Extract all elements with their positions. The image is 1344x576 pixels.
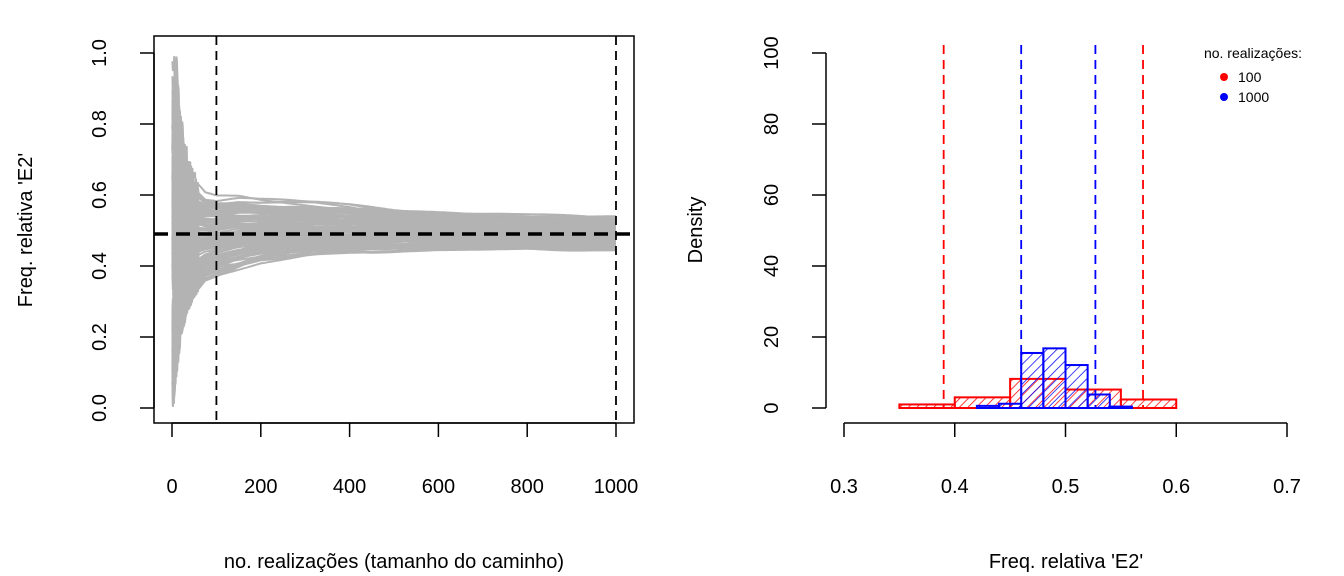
x-tick-label: 600 [422,476,455,498]
sample-path [171,241,617,367]
y-tick-label: 0.4 [89,252,111,280]
x-tick-label: 0.3 [830,476,858,498]
y-tick-label: 80 [761,113,783,135]
histogram-bar-1000 [1064,364,1089,410]
y-axis: 0.0 0.2 0.4 0.6 0.8 1.0 [89,39,155,422]
y-tick-label: 40 [761,255,783,277]
sample-path [171,89,616,225]
y-tick-label: 60 [761,184,783,206]
sample-path [171,167,617,230]
histogram-bar-1000 [1108,405,1133,409]
sample-path [171,132,617,227]
y-tick-label: 0 [761,402,783,413]
right-plot: 0.3 0.4 0.5 0.6 0.7 0 20 40 60 80 100 Freq. relat… [685,36,1302,573]
x-axis-title: Freq. relativa 'E2' [989,551,1143,573]
x-axis-title: no. realizações (tamanho do caminho) [224,551,564,573]
y-tick-label: 20 [761,326,783,348]
sample-path [171,118,617,226]
sample-path [171,243,617,357]
x-tick-label: 200 [244,476,277,498]
histogram-bar-1000 [1086,393,1111,410]
x-tick-label: 1000 [594,476,639,498]
sample-path [171,238,616,353]
vertical-markers [215,36,617,423]
x-axis: 0 200 400 600 800 1000 [166,422,639,498]
left-plot: 0 200 400 600 800 1000 0.0 0.2 0.4 0.6 0.8 1.0 no.… [15,35,639,573]
y-axis: 0 20 40 60 80 100 [761,36,827,414]
x-tick-label: 800 [511,476,544,498]
y-axis-title: Freq. relativa 'E2' [15,153,37,307]
x-tick-label: 0.7 [1273,476,1301,498]
histogram-bar-1000 [975,404,1001,409]
y-axis-title: Density [685,197,707,264]
y-tick-label: 100 [761,36,783,69]
histogram-bar-1000 [1020,351,1045,410]
x-axis: 0.3 0.4 0.5 0.6 0.7 [830,422,1301,498]
histogram-bar-100 [898,403,956,410]
y-tick-label: 0.2 [89,323,111,351]
x-tick-label: 0.6 [1162,476,1190,498]
histogram-bar-1000 [998,402,1023,409]
sample-path [171,242,617,394]
quantile-lines [942,45,1144,408]
x-tick-label: 0 [166,476,177,498]
histogram-bar-1000 [1042,347,1067,409]
x-tick-label: 400 [333,476,366,498]
y-tick-label: 1.0 [89,39,111,67]
legend: no. realizações: 100 1000 [1204,45,1302,105]
sample-path [171,82,617,222]
legend-marker-100 [1220,73,1228,81]
sample-path [171,243,617,357]
y-tick-label: 0.6 [89,181,111,209]
sample-path [171,244,617,398]
legend-label-1000: 1000 [1238,89,1269,105]
sample-path [171,239,616,339]
sample-paths [171,56,617,407]
sample-path [171,86,617,221]
x-tick-label: 0.5 [1052,476,1080,498]
y-tick-label: 0.8 [89,110,111,138]
histogram-bars [898,347,1178,410]
sample-path [171,244,616,395]
legend-marker-1000 [1220,93,1228,101]
sample-path [171,185,616,234]
legend-label-100: 100 [1238,69,1262,85]
y-tick-label: 0.0 [89,394,111,422]
histogram-bar-100 [1119,398,1178,410]
legend-title: no. realizações: [1204,45,1302,61]
sample-path [171,228,617,276]
sample-path [171,56,617,220]
x-tick-label: 0.4 [941,476,969,498]
